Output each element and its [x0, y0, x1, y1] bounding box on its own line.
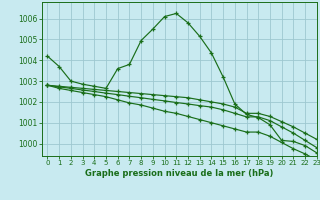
X-axis label: Graphe pression niveau de la mer (hPa): Graphe pression niveau de la mer (hPa) [85, 169, 273, 178]
